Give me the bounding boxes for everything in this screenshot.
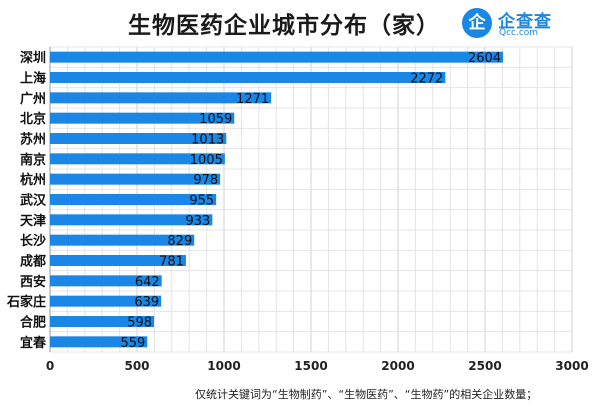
qcc-logo: 企 企查查 Qcc.com xyxy=(462,6,582,42)
value-label: 1059 xyxy=(199,112,232,127)
bar-合肥 xyxy=(50,316,155,327)
category-label: 合肥 xyxy=(20,315,46,331)
x-tick-label: 500 xyxy=(124,359,149,373)
value-label: 978 xyxy=(193,173,218,188)
value-label: 829 xyxy=(167,234,192,249)
value-label: 2604 xyxy=(468,51,501,66)
brand-domain: Qcc.com xyxy=(499,28,539,38)
category-label: 天津 xyxy=(20,213,46,229)
category-label: 苏州 xyxy=(20,132,46,148)
value-label: 559 xyxy=(120,336,145,351)
category-label: 上海 xyxy=(20,71,46,87)
value-label: 781 xyxy=(159,255,184,270)
bar-杭州 xyxy=(50,173,221,185)
value-label: 2272 xyxy=(410,72,443,87)
x-tick-label: 2500 xyxy=(468,359,501,373)
value-label: 639 xyxy=(134,295,159,310)
category-label: 广州 xyxy=(20,91,46,107)
bar-天津 xyxy=(50,214,213,226)
value-label: 955 xyxy=(189,194,214,209)
category-label: 石家庄 xyxy=(6,294,46,310)
category-label: 成都 xyxy=(20,254,46,270)
category-label: 西安 xyxy=(20,274,46,290)
bar-宜春 xyxy=(50,336,148,348)
bar-长沙 xyxy=(50,234,195,246)
category-label: 南京 xyxy=(20,152,46,168)
bar-南京 xyxy=(50,153,225,165)
bar-深圳 xyxy=(50,51,504,63)
bar-上海 xyxy=(50,72,446,83)
value-label: 1013 xyxy=(191,133,224,148)
value-label: 1005 xyxy=(190,153,223,168)
value-label: 1271 xyxy=(236,92,269,107)
bar-成都 xyxy=(50,255,186,266)
category-label: 深圳 xyxy=(20,50,46,66)
brand-name: 企查查 xyxy=(498,12,552,32)
x-tick-label: 2000 xyxy=(381,359,414,373)
chart-title: 生物医药企业城市分布（家） xyxy=(128,13,440,39)
value-label: 598 xyxy=(127,316,152,331)
x-tick-label: 1000 xyxy=(207,359,240,373)
category-label: 长沙 xyxy=(20,233,46,249)
bar-武汉 xyxy=(50,194,217,205)
category-label: 杭州 xyxy=(20,172,46,188)
qcc-logo-icon: 企 xyxy=(462,8,492,38)
bar-苏州 xyxy=(50,133,227,144)
category-label: 北京 xyxy=(20,111,46,127)
category-label: 武汉 xyxy=(20,193,47,209)
bar-广州 xyxy=(50,92,272,104)
footnote: 仅统计关键词为“生物制药”、“生物医药”、“生物药”的相关企业数量； xyxy=(195,388,538,401)
x-tick-label: 3000 xyxy=(555,359,588,373)
value-label: 642 xyxy=(135,275,160,290)
bar-北京 xyxy=(50,112,235,124)
bar-石家庄 xyxy=(50,295,162,307)
category-label: 宜春 xyxy=(20,335,47,351)
x-tick-label: 0 xyxy=(46,359,54,373)
bar-西安 xyxy=(50,275,162,287)
value-label: 933 xyxy=(186,214,211,229)
x-tick-label: 1500 xyxy=(294,359,327,373)
